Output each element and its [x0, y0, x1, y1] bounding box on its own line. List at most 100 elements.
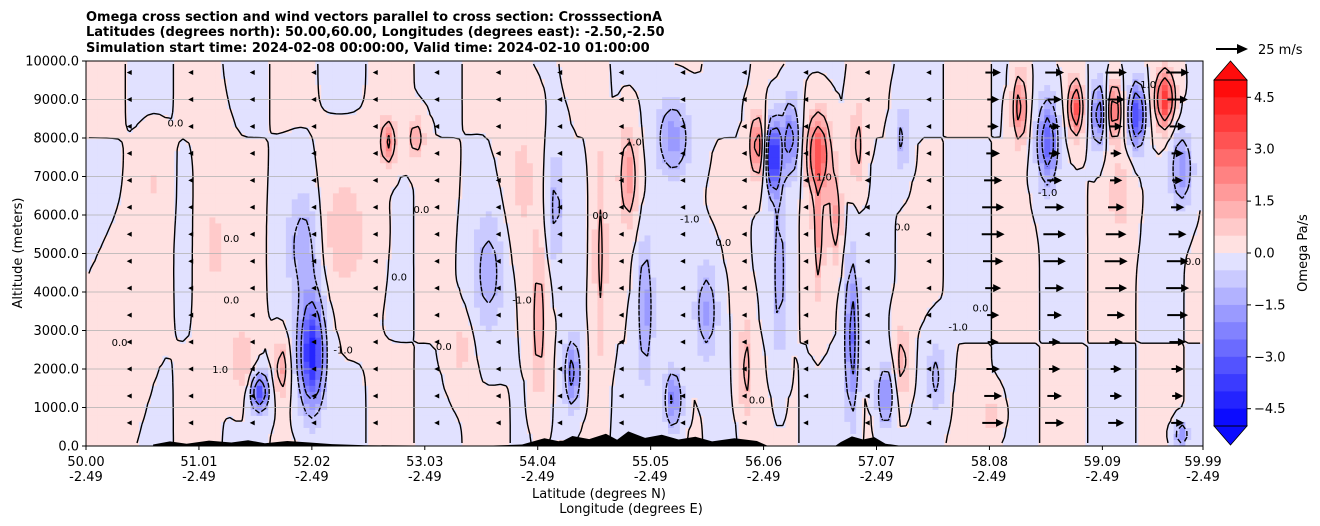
omega-cell — [379, 67, 387, 74]
omega-cell — [86, 163, 93, 170]
omega-cell — [650, 103, 657, 110]
omega-cell — [285, 217, 293, 225]
omega-cell — [662, 133, 669, 140]
omega-cell — [991, 163, 998, 170]
omega-cell — [773, 67, 781, 74]
omega-cell — [591, 85, 599, 92]
omega-cell — [521, 169, 528, 176]
omega-cell — [180, 121, 187, 128]
omega-cell — [1173, 139, 1181, 146]
omega-cell — [321, 181, 328, 188]
omega-cell — [673, 139, 681, 146]
omega-cell — [256, 97, 263, 104]
omega-cell — [1197, 157, 1203, 164]
omega-cell — [1067, 151, 1075, 158]
omega-cell — [573, 157, 581, 164]
omega-cell — [967, 145, 975, 152]
omega-cell — [191, 79, 199, 86]
omega-cell — [1144, 151, 1151, 158]
omega-cell — [679, 121, 687, 128]
omega-cell — [1032, 91, 1039, 98]
omega-cell — [379, 163, 387, 170]
omega-cell — [809, 97, 816, 104]
omega-cell — [191, 133, 199, 140]
omega-cell — [209, 73, 216, 80]
omega-cell — [956, 73, 963, 80]
omega-cell — [909, 157, 916, 164]
omega-cell — [961, 109, 969, 116]
omega-cell — [767, 61, 775, 68]
omega-cell — [891, 199, 898, 206]
omega-cell — [679, 175, 687, 182]
omega-cell — [485, 61, 493, 68]
omega-cell — [909, 193, 916, 200]
omega-cell — [303, 121, 310, 128]
omega-cell — [562, 157, 569, 164]
omega-cell — [744, 73, 751, 80]
omega-cell — [97, 193, 105, 200]
omega-cell — [603, 115, 610, 122]
omega-cell — [597, 145, 604, 152]
omega-cell — [820, 97, 828, 104]
omega-cell — [597, 157, 604, 164]
omega-cell — [1050, 157, 1057, 164]
omega-cell — [862, 169, 869, 176]
omega-cell — [832, 151, 840, 158]
omega-cell — [1014, 97, 1022, 104]
omega-cell — [309, 91, 316, 98]
omega-cell — [115, 67, 122, 74]
omega-cell — [1008, 163, 1016, 170]
omega-cell — [497, 199, 505, 206]
omega-cell — [485, 199, 493, 206]
omega-cell — [909, 133, 916, 140]
omega-cell — [891, 115, 898, 122]
omega-cell — [1114, 91, 1122, 98]
omega-cell — [509, 85, 516, 92]
omega-cell — [979, 199, 987, 206]
omega-cell — [315, 109, 322, 116]
omega-cell — [1144, 121, 1151, 128]
omega-cell — [280, 169, 287, 176]
omega-cell — [562, 169, 569, 176]
omega-cell — [1014, 193, 1022, 200]
omega-cell — [503, 187, 510, 194]
omega-cell — [967, 169, 975, 176]
omega-cell — [162, 133, 169, 140]
omega-cell — [668, 151, 675, 158]
omega-cell — [1191, 133, 1198, 140]
omega-cell — [315, 133, 322, 140]
omega-cell — [1132, 193, 1139, 200]
omega-cell — [579, 133, 587, 140]
omega-cell — [362, 181, 369, 188]
omega-cell — [432, 91, 440, 98]
omega-cell — [1003, 169, 1010, 176]
omega-cell — [597, 175, 604, 182]
omega-cell — [450, 181, 457, 188]
omega-cell — [1032, 145, 1039, 152]
omega-cell — [115, 175, 122, 182]
omega-cell — [650, 109, 657, 116]
omega-cell — [474, 109, 481, 116]
omega-cell — [985, 109, 992, 116]
omega-cell — [509, 205, 516, 212]
omega-cell — [744, 175, 751, 182]
omega-cell — [844, 163, 851, 170]
omega-cell — [521, 151, 528, 158]
omega-cell — [91, 199, 99, 206]
omega-cell — [744, 121, 751, 128]
omega-cell — [697, 157, 704, 164]
omega-cell — [885, 79, 893, 86]
omega-cell — [767, 109, 775, 116]
omega-cell — [568, 127, 575, 134]
omega-cell — [86, 181, 93, 188]
omega-cell — [1167, 175, 1175, 182]
omega-cell — [767, 169, 775, 176]
omega-cell — [585, 187, 593, 194]
omega-cell — [691, 175, 699, 182]
omega-cell — [185, 103, 193, 110]
omega-cell — [232, 169, 240, 176]
omega-cell — [715, 181, 722, 188]
omega-cell — [344, 73, 352, 80]
omega-cell — [650, 97, 657, 104]
omega-cell — [591, 67, 599, 74]
